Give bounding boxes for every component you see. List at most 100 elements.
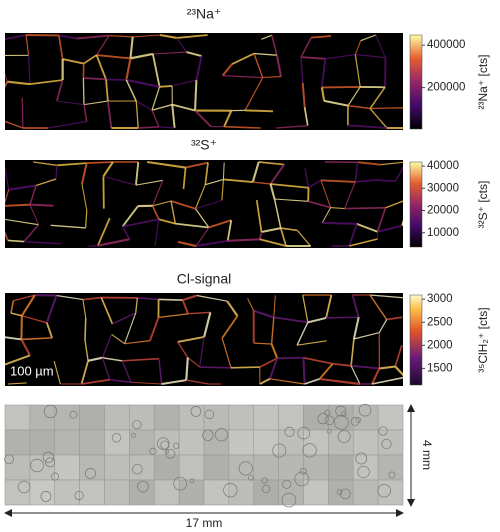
signal-trace xyxy=(56,79,64,102)
signal-trace xyxy=(353,331,380,340)
cell xyxy=(165,448,176,459)
signal-trace xyxy=(221,179,225,201)
signal-trace xyxy=(196,294,228,302)
signal-trace xyxy=(124,340,151,345)
signal-trace xyxy=(325,53,356,60)
signal-trace xyxy=(84,339,89,361)
signal-trace xyxy=(152,200,172,207)
photo-tile xyxy=(278,429,304,456)
signal-trace xyxy=(96,54,131,60)
signal-trace xyxy=(170,200,176,224)
cell xyxy=(297,426,311,440)
photo-tile xyxy=(228,429,255,456)
cell xyxy=(149,447,157,455)
signal-trace xyxy=(296,322,309,346)
signal-trace xyxy=(354,162,359,182)
signal-trace xyxy=(102,161,114,177)
photo-tile xyxy=(54,479,80,506)
signal-trace xyxy=(269,357,279,380)
signal-trace xyxy=(5,354,31,366)
signal-trace xyxy=(221,315,239,339)
signal-trace xyxy=(176,37,187,53)
signal-trace xyxy=(176,34,208,39)
cell xyxy=(45,457,56,468)
signal-trace xyxy=(151,103,173,111)
signal-trace xyxy=(356,223,378,233)
signal-trace xyxy=(325,294,333,319)
cell xyxy=(340,411,347,417)
signal-trace xyxy=(270,343,279,359)
signal-trace xyxy=(304,168,310,188)
signal-trace xyxy=(21,315,48,324)
signal-trace xyxy=(347,124,387,129)
signal-trace xyxy=(101,334,113,358)
signal-trace xyxy=(151,110,160,128)
signal-trace xyxy=(5,120,24,129)
signal-trace xyxy=(379,365,396,370)
signal-trace xyxy=(354,40,362,55)
signal-trace xyxy=(320,58,327,88)
signal-trace xyxy=(261,227,281,233)
photo-tile xyxy=(303,429,329,456)
photo-tile xyxy=(352,429,379,456)
signal-trace xyxy=(320,179,356,183)
cell xyxy=(4,454,14,465)
signal-trace xyxy=(33,161,58,166)
cell xyxy=(261,484,271,493)
colorbar-tick-label: 3000 xyxy=(427,293,453,305)
signal-trace xyxy=(29,79,63,85)
signal-trace xyxy=(171,104,176,129)
signal-trace xyxy=(8,184,37,191)
signal-trace xyxy=(96,217,111,247)
signal-trace xyxy=(332,362,352,367)
cell xyxy=(42,451,54,463)
signal-trace xyxy=(182,294,198,302)
signal-trace xyxy=(175,222,209,229)
signal-trace xyxy=(158,313,189,319)
signal-trace xyxy=(231,52,255,66)
signal-trace xyxy=(385,200,403,209)
signal-trace xyxy=(187,357,201,368)
signal-trace xyxy=(161,379,187,385)
cell xyxy=(137,480,149,493)
signal-trace xyxy=(274,198,309,202)
signal-trace xyxy=(259,357,278,368)
signal-trace xyxy=(112,312,137,325)
signal-trace xyxy=(300,57,304,83)
signal-trace xyxy=(321,207,332,224)
signal-trace xyxy=(405,108,406,128)
signal-trace xyxy=(80,360,89,385)
signal-trace xyxy=(81,378,110,385)
signal-trace xyxy=(262,75,282,79)
signal-trace xyxy=(182,167,187,190)
photo-tile xyxy=(153,454,180,481)
colorbar-tick-label: 30000 xyxy=(427,182,459,194)
ion-image xyxy=(5,293,403,386)
cell xyxy=(324,415,335,426)
signal-trace xyxy=(125,58,132,81)
panel-title: Cl-signal xyxy=(177,271,231,287)
photo-tile xyxy=(153,479,180,506)
cell xyxy=(173,442,180,449)
signal-trace xyxy=(134,161,140,186)
cell xyxy=(190,406,202,417)
signal-trace xyxy=(20,338,31,356)
signal-trace xyxy=(195,208,210,228)
signal-trace xyxy=(369,294,388,320)
signal-trace xyxy=(181,299,189,315)
cell xyxy=(164,449,170,454)
signal-trace xyxy=(269,378,305,385)
photo-tile xyxy=(153,404,180,431)
colorbar-tick-label: 200000 xyxy=(427,82,465,94)
signal-trace xyxy=(105,79,109,102)
signal-trace xyxy=(300,37,312,58)
signal-trace xyxy=(351,294,360,318)
signal-trace xyxy=(23,224,40,243)
panel-title: ³²S⁺ xyxy=(191,137,217,153)
signal-trace xyxy=(311,35,332,39)
signal-trace xyxy=(106,100,113,129)
signal-trace xyxy=(102,356,123,362)
signal-trace xyxy=(10,312,23,317)
signal-trace xyxy=(230,366,260,369)
signal-trace xyxy=(273,316,308,324)
